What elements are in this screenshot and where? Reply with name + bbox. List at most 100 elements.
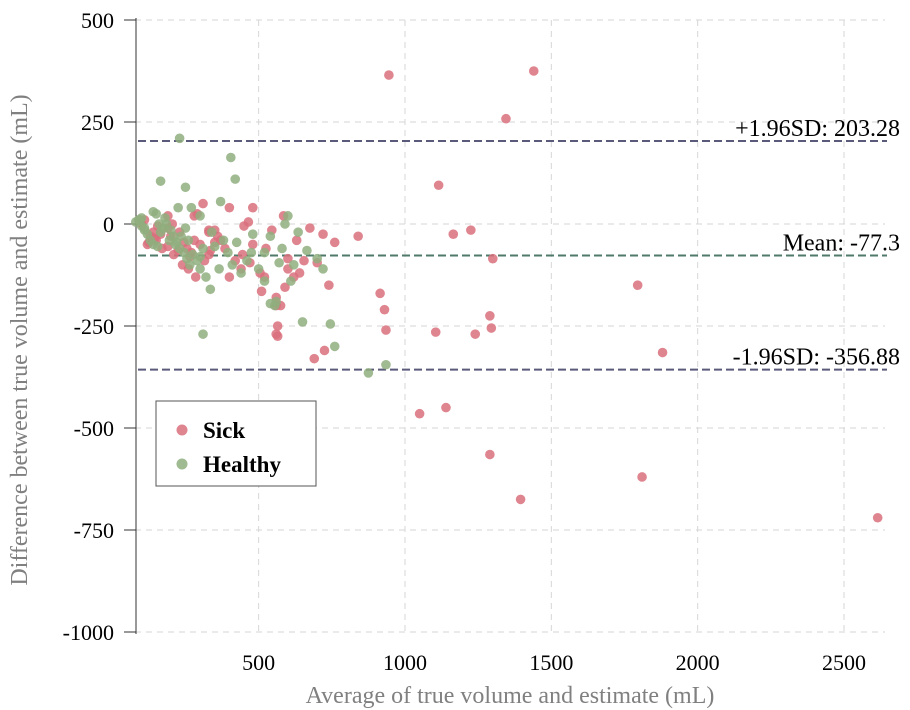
data-point-sick (384, 70, 394, 80)
x-axis-title: Average of true volume and estimate (mL) (306, 683, 715, 709)
data-point-sick (379, 304, 390, 315)
legend-box (155, 400, 317, 487)
y-tick-label: -250 (74, 314, 114, 339)
legend-marker-healthy (176, 458, 188, 470)
y-axis-title: Difference between true volume and estim… (7, 94, 33, 585)
data-point-healthy (325, 319, 336, 329)
data-point-healthy (283, 211, 293, 221)
data-point-healthy (183, 235, 194, 246)
data-point-healthy (195, 251, 205, 262)
data-point-sick (318, 229, 328, 239)
data-point-sick (632, 280, 643, 291)
y-tick-label: 500 (81, 8, 114, 33)
data-point-sick (305, 223, 315, 233)
data-point-sick (280, 282, 290, 293)
data-point-sick (487, 253, 498, 264)
data-point-sick (486, 323, 497, 333)
data-point-sick (528, 66, 539, 76)
data-point-healthy (259, 276, 270, 286)
data-point-sick (515, 494, 526, 505)
data-point-sick (309, 353, 320, 364)
data-point-healthy (160, 213, 170, 223)
data-point-healthy (302, 245, 312, 256)
y-tick-label: 250 (81, 110, 114, 135)
data-point-healthy (152, 241, 163, 252)
data-point-healthy (155, 176, 166, 186)
y-tick-label: 0 (103, 212, 114, 237)
data-point-healthy (186, 202, 197, 213)
data-point-healthy (381, 359, 391, 370)
legend-marker-sick (176, 424, 188, 436)
data-point-healthy (363, 368, 374, 378)
data-point-healthy (274, 257, 284, 268)
data-point-sick (247, 239, 258, 250)
data-point-sick (291, 235, 302, 246)
data-point-sick (448, 229, 459, 239)
data-point-healthy (180, 223, 191, 233)
data-point-healthy (201, 272, 211, 282)
data-point-healthy (231, 237, 242, 248)
data-point-healthy (312, 253, 322, 264)
data-point-sick (239, 221, 249, 231)
reference-line-label: -1.96SD: -356.88 (733, 345, 900, 371)
x-tick-label: 1000 (383, 650, 427, 675)
data-point-healthy (286, 276, 296, 286)
axes (124, 18, 137, 634)
y-tick-label: -750 (74, 518, 114, 543)
data-point-healthy (136, 213, 147, 223)
data-point-sick (283, 253, 293, 264)
data-point-sick (224, 202, 235, 213)
data-point-healthy (297, 317, 308, 327)
data-point-healthy (230, 174, 241, 184)
data-point-healthy (246, 247, 257, 258)
data-point-healthy (205, 284, 216, 295)
data-point-healthy (198, 329, 208, 339)
data-point-healthy (151, 209, 161, 219)
data-points (130, 66, 883, 523)
data-point-healthy (198, 243, 208, 254)
data-point-healthy (227, 260, 238, 270)
data-point-sick (414, 408, 425, 419)
data-point-healthy (242, 255, 252, 266)
data-point-healthy (180, 182, 191, 193)
data-point-healthy (176, 231, 186, 242)
data-point-sick (441, 402, 451, 413)
data-point-sick (319, 345, 330, 356)
data-point-sick (190, 272, 201, 282)
data-point-sick (872, 512, 883, 523)
data-point-healthy (215, 196, 226, 207)
y-tick-label: -1000 (63, 620, 114, 645)
data-point-healthy (154, 219, 164, 229)
y-tick-label: -500 (74, 416, 114, 441)
data-point-healthy (329, 341, 340, 352)
data-point-healthy (265, 231, 276, 242)
data-point-healthy (271, 296, 282, 307)
data-point-healthy (223, 247, 233, 258)
data-point-healthy (259, 247, 270, 258)
data-point-sick (375, 288, 385, 299)
data-point-sick (353, 231, 363, 242)
data-point-sick (272, 331, 283, 342)
data-point-sick (466, 225, 476, 235)
grid (124, 19, 885, 633)
data-point-healthy (218, 235, 229, 246)
data-point-healthy (170, 239, 181, 250)
data-point-healthy (139, 223, 150, 233)
data-point-healthy (185, 260, 195, 270)
legend: Sick Healthy (155, 400, 317, 487)
data-point-healthy (214, 264, 224, 274)
legend-label-sick: Sick (203, 418, 245, 443)
data-point-healthy (195, 211, 205, 221)
data-point-sick (272, 321, 283, 331)
x-tick-label: 2000 (676, 650, 720, 675)
data-point-sick (470, 329, 481, 339)
data-point-healthy (280, 219, 290, 229)
reference-lines: +1.96SD: 203.28 Mean: -77.3 -1.96SD: -356.… (138, 116, 900, 371)
data-point-sick (430, 327, 441, 337)
data-point-sick (501, 113, 511, 124)
data-point-healthy (174, 133, 185, 144)
x-tick-labels: 500 1000 1500 2000 2500 (242, 650, 866, 675)
data-point-healthy (226, 152, 236, 163)
data-point-sick (299, 255, 309, 266)
